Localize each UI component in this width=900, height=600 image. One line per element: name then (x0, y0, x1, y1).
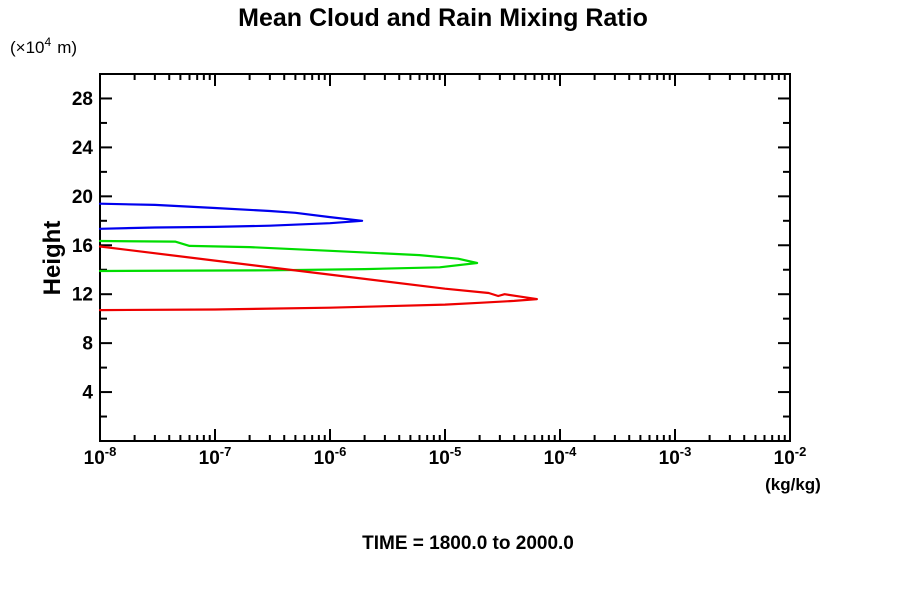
x-tick-label: 10-5 (429, 444, 462, 469)
chart-title: Mean Cloud and Rain Mixing Ratio (238, 4, 648, 32)
y-unit-exponent: 4 (45, 35, 52, 49)
y-unit-suffix: m) (57, 38, 77, 57)
x-tick-label: 10-4 (544, 444, 577, 469)
y-unit-prefix: (×10 (10, 38, 45, 57)
time-caption: TIME = 1800.0 to 2000.0 (362, 533, 574, 554)
x-tick-label: 10-7 (199, 444, 232, 469)
y-tick-label: 16 (72, 236, 93, 257)
x-axis-unit-label: (kg/kg) (765, 475, 821, 494)
y-tick-label: 20 (72, 187, 93, 208)
x-tick-label: 10-2 (774, 444, 807, 469)
data-series (98, 202, 539, 312)
x-tick-label: 10-8 (84, 444, 117, 469)
y-tick-label: 12 (72, 285, 93, 306)
axes: 10-8 10-7 10-6 10-5 10-4 10-3 10-2 4 8 12 16 20 24 28 (72, 73, 807, 469)
blue-curve (98, 202, 364, 230)
x-tick-label: 10-3 (659, 444, 692, 469)
y-axis-title: Height (39, 221, 66, 296)
y-tick-label: 4 (82, 383, 93, 404)
y-tick-label: 28 (72, 89, 93, 110)
y-tick-label: 24 (72, 138, 94, 159)
x-tick-label: 10-6 (314, 444, 347, 469)
red-curve (98, 245, 539, 312)
y-tick-label: 8 (82, 334, 93, 355)
y-axis-unit-label: (×104 m) (10, 35, 77, 57)
green-curve (98, 239, 479, 273)
